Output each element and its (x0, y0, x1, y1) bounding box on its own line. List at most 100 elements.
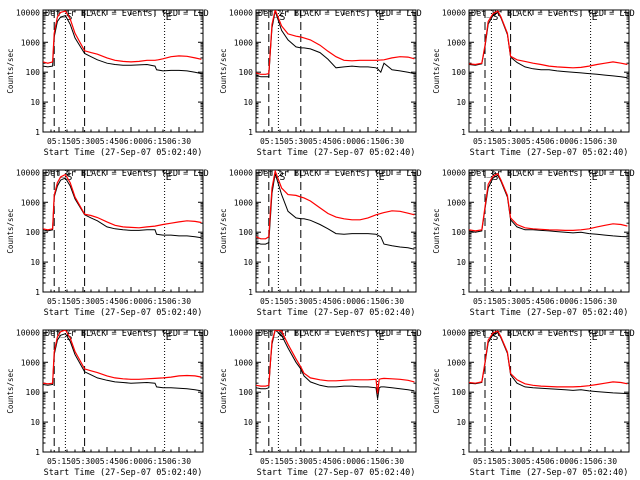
x-tick-label: 05:45 (521, 297, 545, 306)
series-lld-line (256, 170, 415, 240)
panel-7: Det_7r BLACK = Events, RED = LLD 1 10 100 10… (6, 328, 209, 478)
y-tick-label: 1 (35, 128, 40, 137)
y-tick-label: 1000 (447, 38, 466, 47)
marker-label-end: E (592, 12, 598, 23)
x-axis-label: Start Time (27-Sep-07 05:02:40) (44, 468, 203, 478)
x-tick-label: 05:15 (260, 457, 284, 466)
x-tick-label: 05:15 (473, 457, 497, 466)
x-tick-label: 05:30 (497, 457, 521, 466)
y-tick-label: 1000 (21, 38, 40, 47)
marker-label-end: E (592, 172, 598, 183)
y-tick-label: 1000 (21, 198, 40, 207)
x-tick-label: 06:15 (356, 137, 380, 146)
x-tick-label: 06:30 (167, 457, 191, 466)
x-tick-label: 06:30 (380, 297, 404, 306)
x-tick-label: 06:00 (545, 137, 569, 146)
marker-label-end: E (379, 12, 385, 23)
y-axis-label: Counts/sec (6, 208, 15, 253)
series-lld-line (256, 330, 415, 394)
plot-frame (42, 329, 204, 453)
x-tick-label: 05:45 (95, 457, 119, 466)
y-tick-label: 10 (456, 98, 466, 107)
series-lld-line (43, 330, 202, 385)
plot-frame (42, 9, 204, 133)
x-tick-label: 06:15 (356, 297, 380, 306)
x-tick-label: 05:45 (308, 297, 332, 306)
plot-frame (42, 169, 204, 293)
x-tick-label: 06:00 (332, 137, 356, 146)
series-lld-line (469, 330, 628, 388)
y-tick-label: 1000 (447, 358, 466, 367)
x-tick-label: 05:15 (473, 137, 497, 146)
series-events-line (43, 177, 202, 239)
marker-label-start: S (279, 12, 285, 23)
x-tick-label: 05:30 (284, 137, 308, 146)
marker-label-end: E (379, 332, 385, 343)
x-axis-label: Start Time (27-Sep-07 05:02:40) (257, 148, 416, 158)
series-lld-line (469, 10, 628, 69)
x-tick-label: 06:15 (356, 457, 380, 466)
y-tick-label: 10000 (16, 168, 40, 177)
x-tick-label: 05:15 (47, 137, 71, 146)
y-tick-label: 10000 (16, 328, 40, 337)
y-tick-label: 100 (239, 228, 254, 237)
x-axis-label: Start Time (27-Sep-07 05:02:40) (44, 308, 203, 318)
panel-6: Det_6r BLACK = Events, RED = LLD 1 10 100 10… (432, 168, 635, 318)
y-axis-label: Counts/sec (432, 368, 441, 413)
x-axis-label: Start Time (27-Sep-07 05:02:40) (470, 148, 629, 158)
x-tick-label: 05:45 (95, 137, 119, 146)
marker-label-start: S (492, 332, 498, 343)
panel-title: Det_1r BLACK = Events, RED = LLD (45, 9, 209, 19)
x-tick-label: 05:30 (497, 137, 521, 146)
panel-9: Det_9r BLACK = Events, RED = LLD 1 10 100 10… (432, 328, 635, 478)
y-tick-label: 1 (461, 128, 466, 137)
plot-frame (468, 329, 630, 453)
series-lld-line (256, 10, 415, 75)
x-tick-label: 05:30 (71, 137, 95, 146)
series-lld-line (469, 172, 628, 232)
marker-label-start: S (492, 12, 498, 23)
y-tick-label: 1 (461, 448, 466, 457)
y-tick-label: 1 (248, 288, 253, 297)
x-tick-label: 05:30 (71, 297, 95, 306)
y-tick-label: 10000 (229, 328, 253, 337)
x-tick-label: 05:15 (260, 137, 284, 146)
marker-label-end: E (166, 172, 172, 183)
panel-2: Det_2r BLACK = Events, RED = LLD 1 10 100 10… (219, 8, 422, 158)
x-tick-label: 05:45 (95, 297, 119, 306)
panel-1: Det_1r BLACK = Events, RED = LLD 1 10 100 10… (6, 8, 209, 158)
plot-frame (255, 329, 417, 453)
x-tick-label: 06:30 (380, 457, 404, 466)
y-tick-label: 1 (35, 288, 40, 297)
y-axis-label: Counts/sec (219, 368, 228, 413)
y-tick-label: 10000 (442, 328, 466, 337)
x-tick-label: 06:15 (143, 457, 167, 466)
x-tick-label: 06:00 (545, 457, 569, 466)
x-tick-label: 06:30 (593, 457, 617, 466)
y-axis-label: Counts/sec (432, 208, 441, 253)
series-lld-line (43, 173, 202, 231)
marker-label-end: E (166, 332, 172, 343)
x-tick-label: 06:00 (119, 297, 143, 306)
x-tick-label: 06:15 (569, 137, 593, 146)
plot-frame (255, 9, 417, 133)
y-tick-label: 100 (452, 388, 467, 397)
x-tick-label: 06:30 (167, 297, 191, 306)
y-tick-label: 10 (456, 418, 466, 427)
marker-label-start: S (492, 172, 498, 183)
y-axis-label: Counts/sec (219, 48, 228, 93)
x-tick-label: 05:45 (521, 457, 545, 466)
marker-label-end: E (166, 12, 172, 23)
panel-4: Det_4r BLACK = Events, RED = LLD 1 10 100 10… (6, 168, 209, 318)
panel-8: Det_8r BLACK = Events, RED = LLD 1 10 100 10… (219, 328, 422, 478)
x-axis-label: Start Time (27-Sep-07 05:02:40) (470, 468, 629, 478)
x-tick-label: 05:45 (521, 137, 545, 146)
panel-title: Det_6r BLACK = Events, RED = LLD (471, 169, 635, 179)
y-tick-label: 100 (26, 228, 41, 237)
x-tick-label: 05:15 (47, 457, 71, 466)
y-axis-label: Counts/sec (6, 48, 15, 93)
plot-frame (468, 9, 630, 133)
x-tick-label: 05:15 (473, 297, 497, 306)
x-tick-label: 05:45 (308, 137, 332, 146)
y-tick-label: 10 (30, 98, 40, 107)
